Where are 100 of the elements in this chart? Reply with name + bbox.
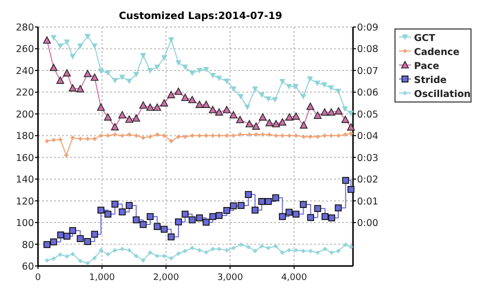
point (272, 194, 280, 202)
point (278, 118, 286, 126)
point (307, 214, 314, 221)
point (222, 106, 231, 114)
point (209, 213, 216, 220)
point (244, 104, 250, 110)
point (341, 116, 350, 123)
point (306, 76, 313, 82)
legend-label: Oscillation (414, 89, 471, 100)
point (252, 86, 258, 92)
point (175, 60, 182, 66)
point (264, 198, 272, 205)
point (236, 116, 244, 124)
y2-tick-label: 0:02 (357, 174, 378, 186)
point (154, 64, 160, 70)
y-tick-label: 220 (16, 88, 34, 99)
y-tick-label: 200 (16, 109, 34, 120)
point (196, 214, 203, 222)
point (168, 37, 174, 43)
y2-tick-label: 0:01 (357, 196, 378, 208)
legend-label: Cadence (414, 47, 460, 58)
x-tick-label: 2,000 (153, 273, 180, 283)
y-tick-label: 280 (16, 22, 34, 34)
y2-tick-label: 0:09 (357, 22, 378, 34)
y2-tick-label: 0:07 (357, 66, 378, 77)
point (97, 206, 104, 214)
point (90, 74, 98, 81)
point (119, 74, 126, 80)
point (188, 96, 196, 104)
point (279, 79, 286, 85)
point (76, 85, 84, 92)
point (126, 202, 133, 209)
point (314, 112, 322, 119)
point (125, 115, 134, 123)
point (196, 68, 202, 74)
point (104, 113, 112, 121)
point (348, 110, 354, 116)
point (64, 39, 70, 45)
point (160, 226, 168, 233)
point (210, 72, 216, 78)
point (132, 216, 140, 224)
point (63, 69, 71, 76)
point (104, 210, 112, 218)
point (265, 118, 274, 126)
point (69, 227, 76, 234)
point (321, 82, 328, 88)
point (202, 218, 210, 226)
point (334, 204, 342, 212)
point (258, 113, 267, 121)
point (342, 176, 350, 184)
chart-title: Customized Laps:2014-07-19 (118, 11, 282, 22)
point (328, 214, 336, 222)
point (208, 106, 217, 114)
point (300, 121, 308, 129)
y-tick-label: 260 (16, 44, 34, 56)
point (238, 94, 244, 100)
point (57, 44, 64, 50)
point (146, 103, 154, 111)
point (286, 84, 292, 90)
point (50, 35, 57, 41)
point (160, 99, 168, 106)
point (258, 198, 266, 205)
y2-tick-label: 0:05 (357, 109, 378, 120)
point (84, 34, 91, 40)
point (50, 238, 58, 246)
legend-label: Pace (414, 61, 440, 72)
point (182, 210, 189, 218)
x-tick-label: 4,000 (281, 273, 308, 283)
y-tick-label: 140 (16, 174, 34, 186)
x-tick-label: 0 (35, 273, 42, 283)
y-tick-label: 120 (16, 196, 34, 208)
point (168, 233, 175, 240)
point (278, 213, 286, 220)
point (84, 70, 92, 78)
x-tick-label: 1,000 (89, 273, 116, 283)
point (292, 112, 300, 120)
point (139, 101, 148, 109)
point (161, 55, 168, 61)
point (230, 111, 238, 118)
point (300, 201, 307, 208)
point (92, 44, 98, 50)
point (167, 90, 176, 98)
point (57, 231, 64, 238)
point (98, 68, 104, 74)
point (175, 218, 182, 226)
y-tick-label: 180 (16, 131, 34, 142)
point (146, 213, 154, 220)
point (347, 123, 355, 131)
point (182, 64, 188, 70)
point (258, 92, 265, 98)
y2-tick-label: 0:08 (357, 44, 378, 56)
point (70, 54, 76, 60)
point (43, 36, 51, 44)
point (188, 216, 196, 224)
point (202, 100, 210, 108)
y-tick-label: 240 (16, 66, 34, 77)
legend-label: GCT (414, 33, 436, 44)
point (56, 76, 64, 84)
point (84, 238, 92, 246)
point (292, 210, 300, 218)
